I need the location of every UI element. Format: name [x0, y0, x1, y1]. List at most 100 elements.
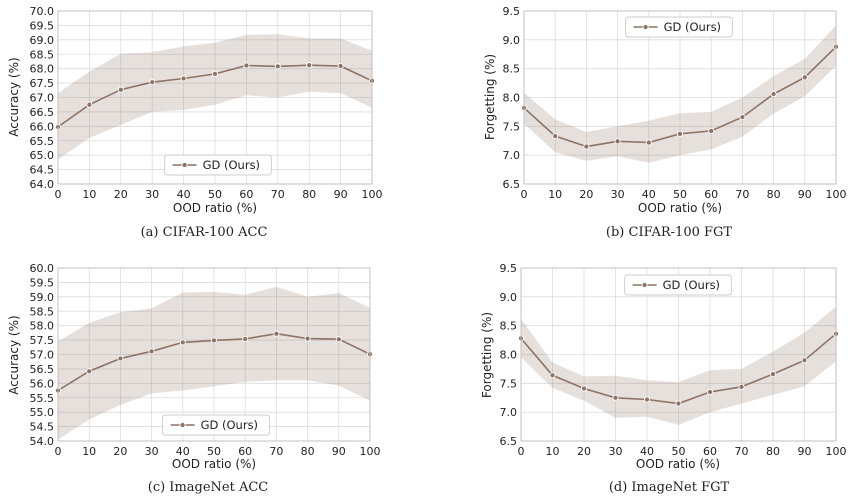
data-point: [273, 330, 280, 337]
x-tick-label: 20: [579, 188, 593, 201]
y-tick-label: 7.0: [503, 149, 521, 162]
legend-marker: [641, 281, 648, 289]
y-tick-label: 8.5: [500, 320, 518, 333]
series-band: [58, 286, 370, 440]
y-tick-label: 56.5: [30, 363, 55, 376]
x-tick-label: 60: [239, 188, 253, 201]
x-tick-label: 0: [521, 188, 528, 201]
x-tick-label: 80: [766, 445, 780, 458]
y-tick-label: 57.0: [30, 349, 55, 362]
data-point: [801, 357, 808, 364]
x-axis-label: OOD ratio (%): [172, 457, 256, 471]
y-axis-label: Accuracy (%): [7, 57, 21, 136]
data-point: [117, 86, 124, 93]
data-point: [179, 339, 186, 346]
x-tick-label: 90: [798, 188, 812, 201]
y-tick-label: 54.0: [30, 435, 55, 448]
y-tick-label: 57.5: [30, 334, 55, 347]
y-tick-label: 8.0: [500, 349, 518, 362]
legend-marker: [642, 23, 649, 31]
x-tick-label: 50: [672, 445, 686, 458]
x-tick-label: 60: [238, 445, 252, 458]
x-tick-label: 40: [176, 445, 190, 458]
y-tick-label: 58.5: [30, 305, 55, 318]
axes-frame: [57, 267, 371, 442]
y-tick-label: 6.5: [500, 435, 518, 448]
y-axis-label: Forgetting (%): [483, 54, 497, 140]
data-point: [801, 74, 808, 81]
axes-frame: [523, 10, 837, 185]
data-point: [676, 130, 684, 137]
x-tick-label: 50: [207, 445, 221, 458]
data-point: [180, 75, 187, 82]
x-tick-label: 90: [334, 188, 348, 201]
y-tick-label: 8.0: [503, 92, 521, 105]
legend: GD (Ours): [162, 414, 270, 436]
y-tick-label: 70.0: [30, 5, 55, 18]
x-tick-label: 50: [673, 188, 687, 201]
x-tick-label: 70: [735, 188, 749, 201]
data-point: [614, 138, 621, 145]
x-tick-label: 10: [546, 445, 560, 458]
y-tick-label: 9.0: [503, 34, 521, 47]
legend-label: GD (Ours): [203, 158, 260, 172]
x-tick-label: 80: [767, 188, 781, 201]
y-tick-label: 56.0: [30, 377, 55, 390]
x-tick-label: 60: [704, 188, 718, 201]
data-point: [612, 394, 619, 401]
axes-frame: [520, 267, 837, 442]
legend-box: [625, 16, 733, 38]
x-tick-label: 50: [208, 188, 222, 201]
y-tick-label: 68.5: [30, 48, 55, 61]
data-point: [117, 355, 124, 362]
data-point: [337, 63, 344, 70]
y-tick-label: 69.0: [30, 34, 55, 47]
legend: GD (Ours): [624, 274, 732, 296]
x-tick-label: 40: [642, 188, 656, 201]
y-axis-label: Accuracy (%): [7, 315, 21, 394]
subfigure-caption: (c) ImageNet ACC: [148, 480, 269, 495]
subfigure-caption: (a) CIFAR-100 ACC: [141, 225, 268, 240]
x-tick-label: 100: [362, 188, 383, 201]
data-point: [304, 335, 311, 342]
data-point: [86, 101, 93, 108]
data-point: [335, 336, 342, 343]
y-tick-label: 59.5: [30, 276, 55, 289]
y-tick-label: 65.5: [30, 135, 55, 148]
data-point: [706, 388, 714, 396]
x-tick-label: 70: [269, 445, 283, 458]
x-tick-label: 20: [577, 445, 591, 458]
data-point: [149, 79, 156, 86]
y-tick-label: 59.0: [30, 291, 55, 304]
y-tick-label: 66.5: [30, 106, 55, 119]
x-tick-label: 30: [609, 445, 623, 458]
series-band: [521, 306, 836, 425]
data-point: [242, 335, 249, 342]
y-tick-label: 55.5: [30, 392, 55, 405]
legend: GD (Ours): [164, 154, 272, 176]
y-tick-label: 67.0: [30, 92, 55, 105]
x-tick-label: 30: [145, 445, 159, 458]
y-tick-label: 65.0: [30, 149, 55, 162]
legend: GD (Ours): [625, 16, 733, 38]
legend-marker: [179, 421, 186, 429]
y-tick-label: 7.5: [500, 377, 518, 390]
x-tick-label: 30: [611, 188, 625, 201]
chart-panel-imagenet-fgt: 6.5 7.0 7.5 8.0 8.5 9.0 9.5 0 10 20 30 40 50 60 70 80 90…: [480, 262, 847, 495]
y-tick-label: 66.0: [30, 120, 55, 133]
x-tick-label: 90: [332, 445, 346, 458]
chart-panel-imagenet-acc: 54.054.5 55.055.5 56.056.557.0 57.558.0 58.5…: [7, 262, 381, 495]
data-point: [739, 114, 746, 121]
x-axis-label: OOD ratio (%): [636, 457, 720, 471]
data-point: [580, 385, 588, 392]
data-point: [243, 62, 250, 69]
y-axis-label: Forgetting (%): [480, 312, 494, 398]
y-tick-label: 64.5: [30, 164, 55, 177]
data-point: [549, 372, 556, 379]
x-tick-label: 60: [703, 445, 717, 458]
x-tick-label: 80: [301, 445, 315, 458]
axes-frame: [57, 10, 373, 185]
y-tick-label: 54.5: [30, 421, 55, 434]
data-point: [770, 90, 777, 98]
y-tick-label: 58.0: [30, 320, 55, 333]
